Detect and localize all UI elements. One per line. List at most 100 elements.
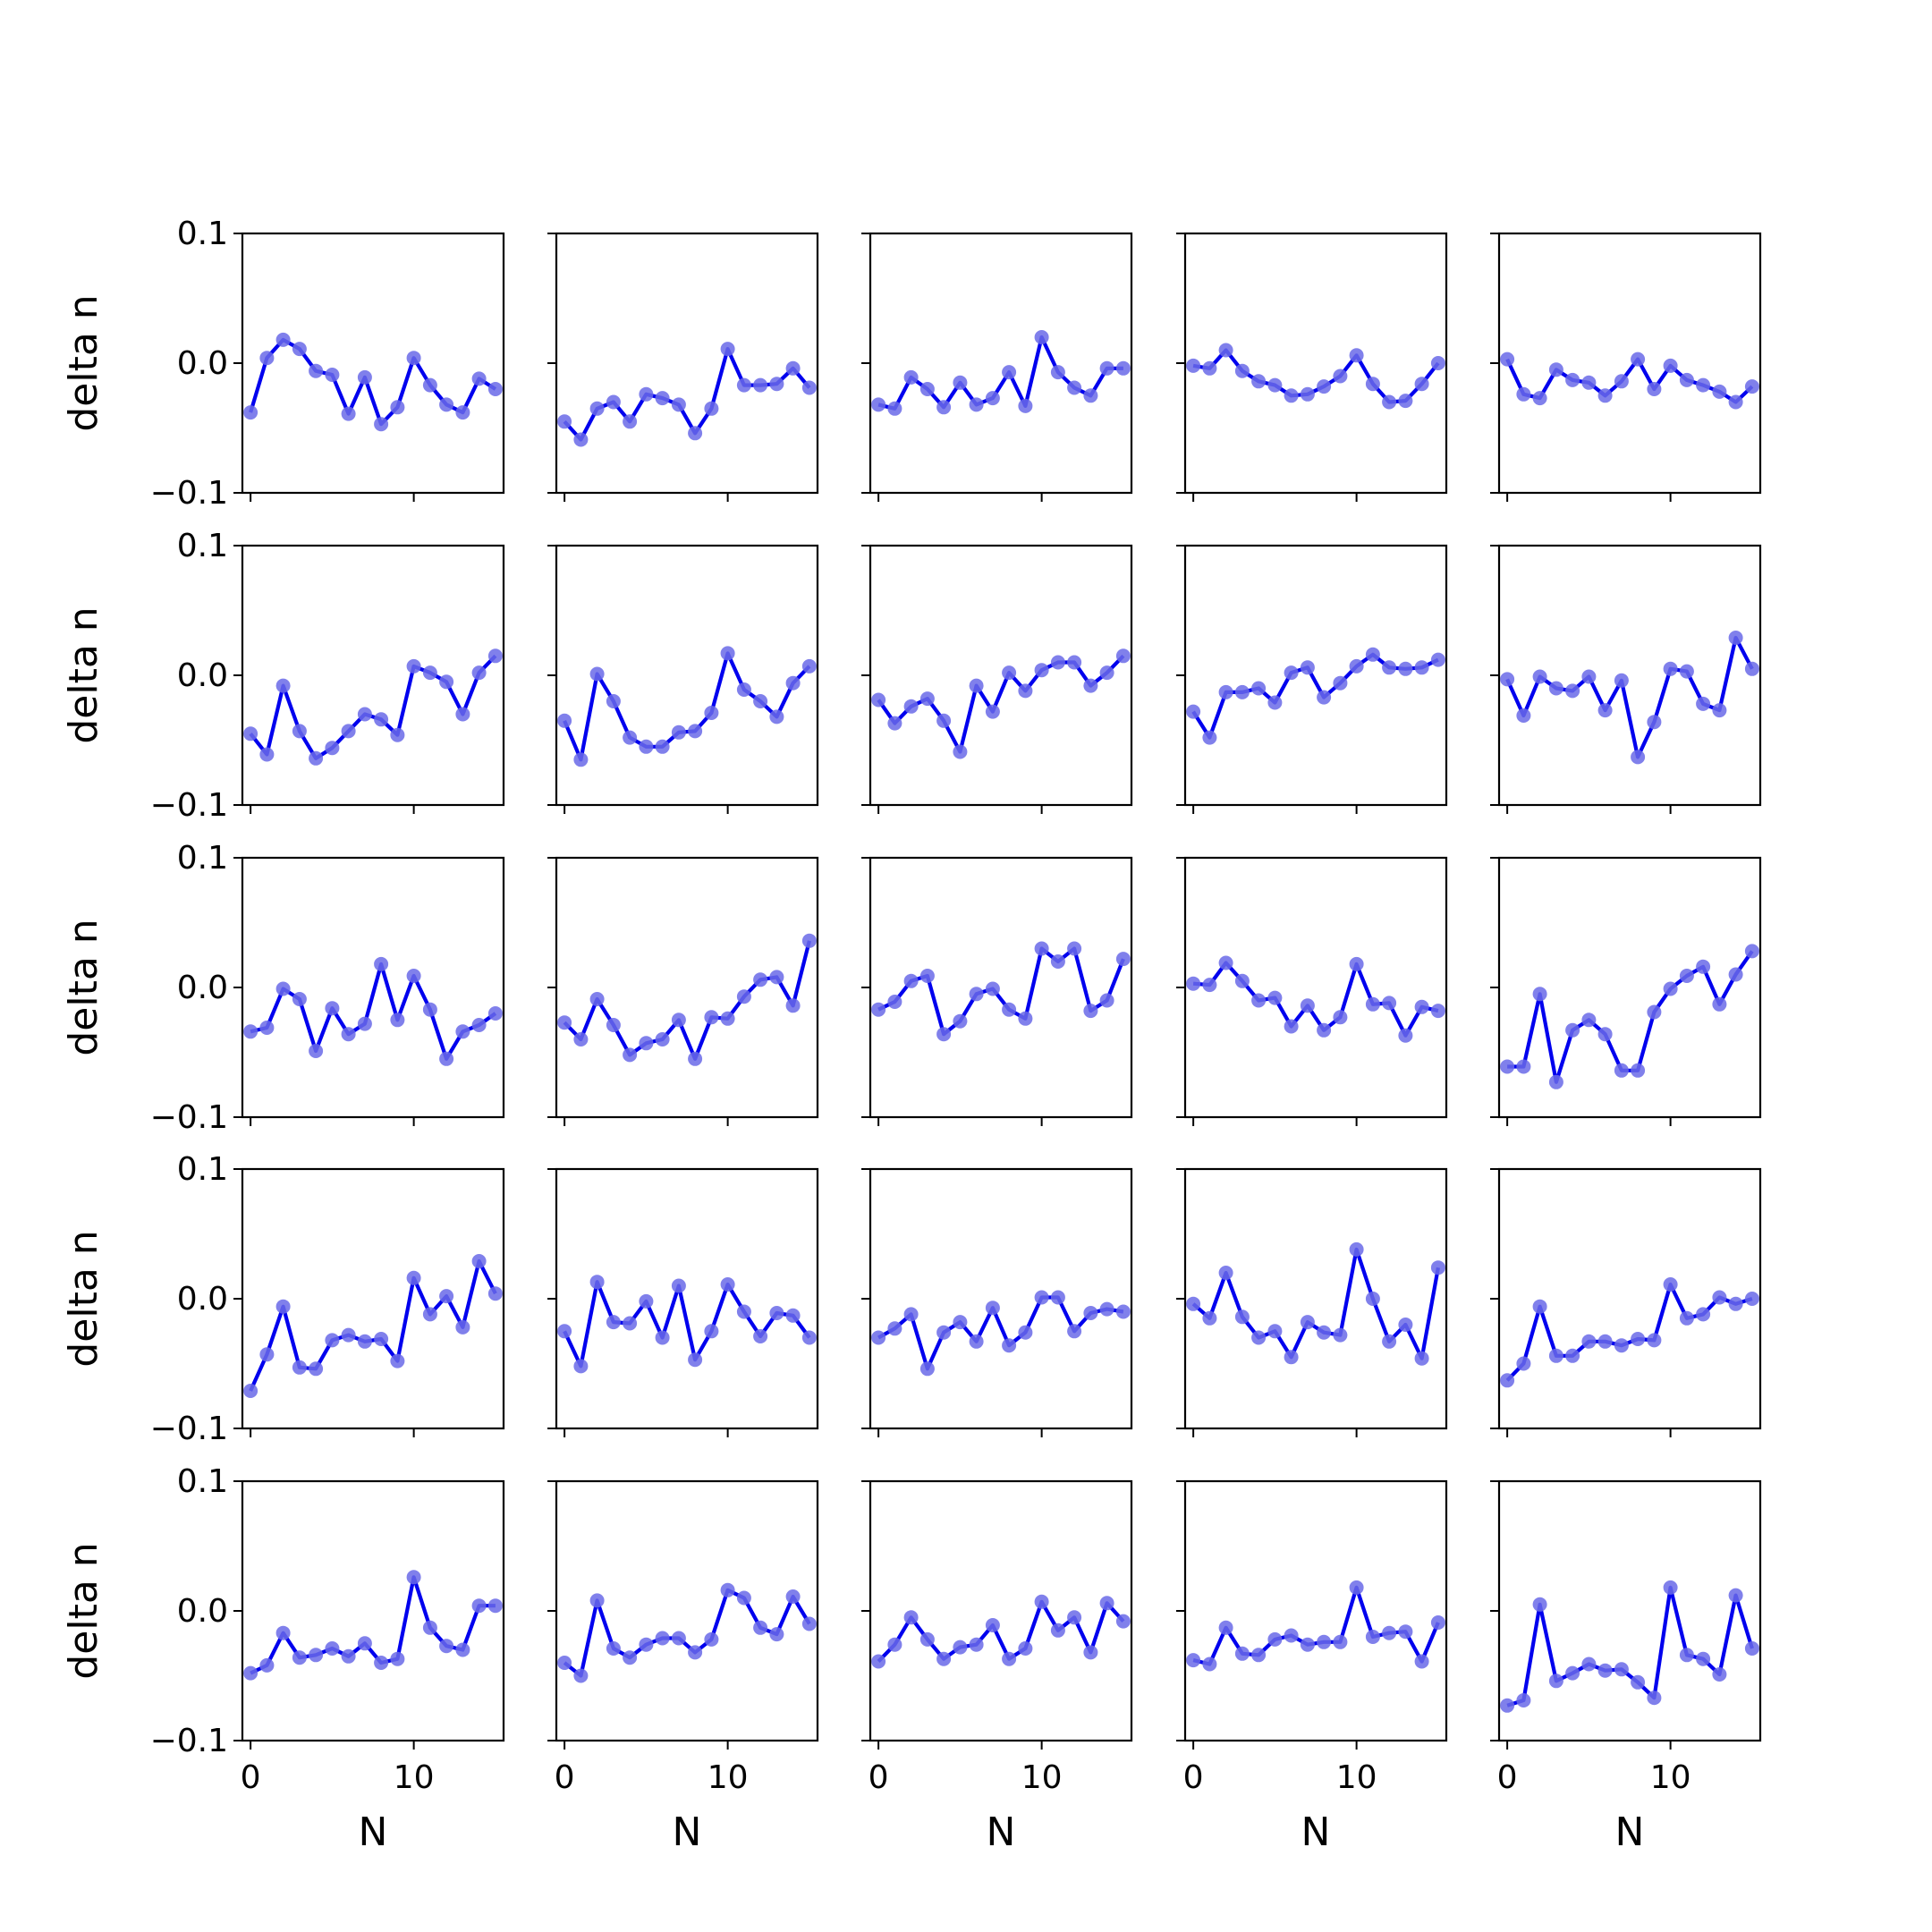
data-point [1532,987,1547,1002]
data-point [309,1044,324,1058]
data-point [969,1334,984,1349]
subplot-r4-c1: −0.1 0.0 0.1 delta n [61,1151,505,1447]
subplot-r2-c3 [861,544,1133,814]
data-point [390,400,405,415]
data-point [1430,652,1445,667]
data-point [769,1306,784,1320]
data-point [1382,660,1397,675]
data-point [736,682,751,697]
x-axis-label: N [1301,1809,1331,1855]
data-point [325,1001,340,1016]
data-point [1712,996,1727,1012]
subplot-r4-c5 [1490,1167,1762,1437]
data-point [573,1359,589,1374]
subplot-r2-c4 [1176,544,1448,814]
data-point [623,414,638,429]
data-point [1067,1324,1082,1339]
data-point [936,713,952,728]
data-point [1050,365,1065,380]
data-point [1115,1304,1131,1319]
subplot-r1-c5 [1490,232,1762,502]
y-tick-label: 0.1 [177,1463,228,1500]
series-line [1191,652,1439,740]
data-point [1300,1637,1315,1652]
data-point [422,1002,437,1017]
data-point [1532,669,1547,684]
y-tick-label: 0.1 [177,840,228,877]
data-point [1300,386,1315,402]
data-point [1398,394,1413,409]
y-tick-label: −0.1 [150,1099,228,1136]
data-point [801,380,817,395]
data-point [1679,664,1694,679]
subplot-r2-c2 [547,544,819,814]
data-point [1565,1022,1580,1038]
y-axis-label: delta n [61,1542,106,1679]
data-point [341,1027,356,1042]
data-point [769,377,784,392]
data-point [1548,362,1563,377]
data-point [1202,978,1217,993]
data-point [1414,660,1429,675]
data-point [1115,360,1131,376]
data-point [325,1641,340,1656]
data-point [1614,1662,1629,1677]
data-point [1565,372,1580,387]
data-point [1067,1610,1082,1625]
data-point [1186,976,1201,991]
data-point [341,1327,356,1343]
subplot-r1-c1: −0.1 0.0 0.1 delta n [61,216,505,512]
data-point [871,692,886,708]
data-point [374,417,389,432]
data-point [953,1640,968,1655]
data-point [471,1254,487,1268]
data-point [1398,1624,1413,1640]
data-point [969,397,984,412]
data-point [753,1620,768,1635]
data-point [639,1036,654,1051]
series-line [877,946,1125,1037]
data-point [1500,1373,1515,1388]
series-line [1505,357,1754,404]
x-tick-label: 0 [869,1759,889,1796]
data-point [671,397,686,412]
y-tick-label: −0.1 [150,787,228,824]
subplot-grid: −0.1 0.0 0.1 delta n −0.1 0.0 0.1 delta n −0.1 0.… [61,216,1762,1855]
data-point [1018,683,1033,699]
data-point [720,342,735,357]
data-point [309,1361,324,1377]
series-line [249,654,497,760]
data-point [1333,1010,1348,1025]
data-point [406,658,421,674]
data-point [275,1625,291,1640]
data-point [1712,703,1727,718]
data-point [1349,956,1364,971]
data-point [1300,660,1315,675]
data-point [439,1051,454,1066]
data-point [422,377,437,393]
series-line [250,1575,496,1675]
data-point [589,1275,605,1290]
data-point [557,1656,572,1670]
data-point [1663,981,1678,996]
data-point [1067,941,1082,956]
data-point [357,1334,372,1349]
data-point [1099,993,1114,1008]
data-point [801,933,817,948]
data-point [1050,655,1065,670]
data-point [736,377,751,393]
data-point [1317,379,1332,394]
data-point [357,1016,372,1031]
series-line [563,940,811,1061]
series-line [1192,348,1440,404]
subplot-r4-c2 [547,1167,819,1437]
data-point [1050,1623,1065,1638]
data-point [243,1384,258,1398]
data-point [1186,704,1201,719]
data-point [1631,352,1646,367]
data-point [1548,1674,1563,1689]
y-tick-label: 0.0 [177,345,228,382]
data-point [1679,1648,1694,1663]
data-point [688,426,703,441]
data-point [871,1330,886,1345]
